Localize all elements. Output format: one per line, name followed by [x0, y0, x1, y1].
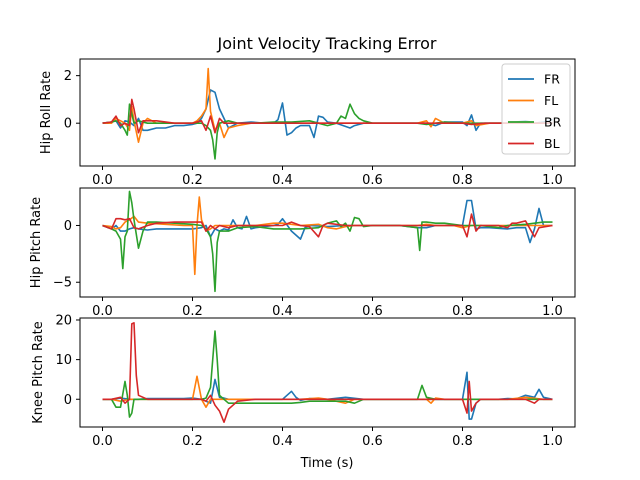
- series-line-fl: [102, 67, 553, 143]
- series-line-bl: [102, 322, 553, 423]
- series-line-fr: [102, 199, 553, 244]
- chart-title: Joint Velocity Tracking Error: [217, 34, 437, 53]
- legend: FR FL BR BL: [501, 63, 571, 155]
- x-tick-label: 0.2: [182, 304, 203, 319]
- x-tick-label: 0.8: [452, 304, 473, 319]
- subplot-3: 0.0 0.2 0.4 0.6 0.8 1.0 0 10 20 Knee Pitch Rate: [31, 313, 576, 449]
- x-tick-label: 0.2: [182, 173, 203, 188]
- x-tick-label: 0.8: [452, 173, 473, 188]
- series-group: [102, 190, 553, 293]
- x-tick-label: 1.0: [542, 434, 563, 449]
- legend-label-fr: FR: [544, 72, 560, 87]
- x-tick-label: 0.8: [452, 434, 473, 449]
- x-tick-label: 0.0: [92, 173, 113, 188]
- y-tick-label: 0: [64, 117, 72, 132]
- y-axis-label: Hip Pitch Rate: [29, 197, 44, 288]
- x-tick-label: 0.2: [182, 434, 203, 449]
- legend-label-fl: FL: [544, 93, 558, 108]
- x-axis-label: Time (s): [300, 456, 354, 471]
- x-tick-label: 0.6: [362, 173, 383, 188]
- series-line-br: [102, 190, 553, 293]
- x-tick-label: 1.0: [542, 173, 563, 188]
- y-tick-label: −5: [53, 276, 72, 291]
- legend-label-bl: BL: [544, 136, 560, 151]
- series-group: [102, 67, 553, 160]
- x-tick-label: 0.4: [272, 304, 293, 319]
- axes-frame: [79, 317, 576, 428]
- series-group: [102, 322, 553, 423]
- x-tick-label: 0.0: [92, 304, 113, 319]
- subplot-1: 0.0 0.2 0.4 0.6 0.8 1.0 0 2 Hip Roll Rate: [39, 58, 576, 188]
- y-tick-label: 10: [55, 353, 72, 368]
- subplot-2: 0.0 0.2 0.4 0.6 0.8 1.0 −5 0 Hip Pitch Rate: [29, 187, 576, 319]
- y-tick-label: 2: [64, 69, 72, 84]
- y-axis-label: Hip Roll Rate: [39, 71, 54, 154]
- x-tick-label: 0.4: [272, 173, 293, 188]
- y-axis-label: Knee Pitch Rate: [31, 321, 46, 423]
- series-line-bl: [102, 98, 553, 134]
- axes-frame: [79, 187, 576, 298]
- x-tick-label: 0.6: [362, 304, 383, 319]
- legend-box: [501, 63, 571, 155]
- x-tick-label: 0.4: [272, 434, 293, 449]
- y-tick-label: 20: [55, 313, 72, 328]
- x-tick-label: 1.0: [542, 304, 563, 319]
- x-tick-label: 0.0: [92, 434, 113, 449]
- axes-frame: [79, 58, 576, 167]
- x-tick-label: 0.6: [362, 434, 383, 449]
- legend-label-br: BR: [544, 115, 562, 130]
- y-tick-label: 0: [64, 219, 72, 234]
- series-line-bl: [102, 213, 553, 238]
- y-tick-label: 0: [64, 393, 72, 408]
